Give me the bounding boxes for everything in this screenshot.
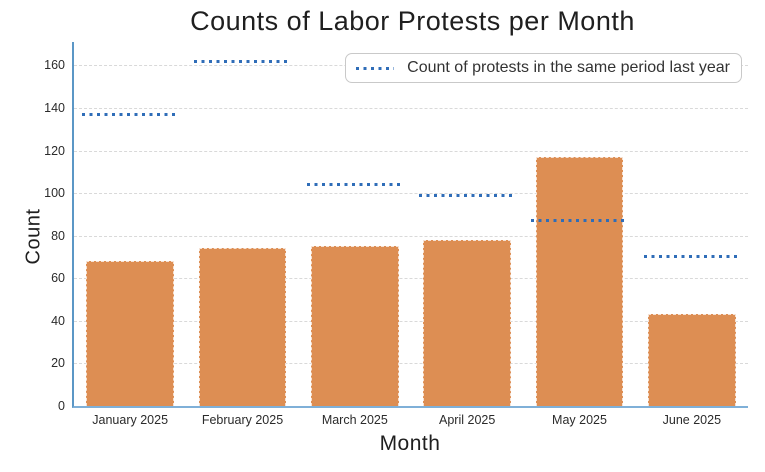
y-tick-label: 140 (44, 100, 65, 115)
bar (198, 248, 287, 406)
x-tick-label: June 2025 (662, 413, 722, 427)
y-tick-label: 100 (44, 186, 65, 201)
y-tick-label: 0 (58, 399, 65, 413)
x-tick-label: February 2025 (201, 413, 284, 427)
grid-line (74, 235, 748, 237)
y-tick-label: 160 (44, 58, 65, 73)
x-tick-label: January 2025 (92, 413, 169, 427)
last-year-line-segment (643, 255, 741, 259)
grid-line (74, 320, 748, 322)
y-tick-label: 120 (44, 143, 65, 158)
grid-line (74, 150, 748, 152)
last-year-line-segment (81, 112, 179, 116)
bar (86, 261, 174, 406)
bar (648, 314, 736, 406)
bar (423, 239, 511, 406)
last-year-line-segment (418, 193, 516, 197)
bar (535, 156, 624, 406)
last-year-line-segment (194, 59, 291, 63)
y-tick-label: 40 (51, 313, 65, 328)
x-axis-label: Month (379, 432, 441, 455)
y-tick-label: 60 (51, 271, 65, 286)
grid-line (74, 363, 748, 365)
legend-label: Count of protests in the same period las… (407, 59, 730, 76)
grid-line (74, 278, 748, 280)
grid-line (74, 193, 748, 195)
x-tick-label: March 2025 (321, 413, 388, 427)
last-year-line-segment (306, 183, 404, 187)
plot-area: Count of protests in the same period las… (44, 42, 748, 427)
last-year-line-segment (531, 219, 628, 223)
bar (311, 246, 399, 406)
grid-line (74, 107, 748, 109)
y-tick-label: 20 (51, 356, 65, 371)
legend: Count of protests in the same period las… (345, 53, 742, 83)
chart-title: Counts of Labor Protests per Month (190, 6, 635, 36)
x-tick-label: April 2025 (439, 413, 496, 427)
y-axis-label: Count (22, 208, 45, 265)
y-tick-label: 80 (51, 228, 65, 243)
x-tick-label: May 2025 (552, 413, 607, 427)
dotted-line-legend-swatch (356, 66, 395, 70)
